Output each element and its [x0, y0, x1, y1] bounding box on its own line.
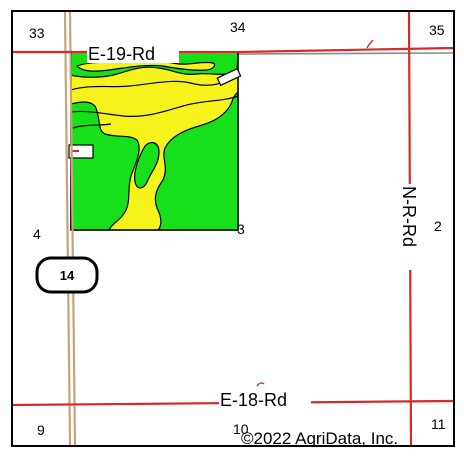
farmstead-east: [216, 67, 242, 87]
section-label-33: 33: [29, 25, 45, 41]
section-label-10: 10: [233, 421, 249, 437]
road-e-19-label: E-19-Rd: [88, 44, 155, 64]
soil-map[interactable]: E-19-Rd N-R-Rd E-18-Rd 14 33 34 35 4 3 2…: [13, 12, 453, 445]
soil-green-west-lobe: [70, 101, 140, 231]
highway-14[interactable]: [63, 12, 77, 445]
highway-14-shield[interactable]: 14: [35, 256, 99, 294]
section-label-35: 35: [429, 22, 445, 38]
highway-14-lane-east: [68, 12, 77, 445]
soil-contour-line-3: [72, 123, 112, 129]
road-e-19-east: [238, 46, 453, 54]
section-label-9: 9: [37, 422, 45, 438]
farmstead-west: [68, 144, 94, 159]
soil-contour-line-2: [70, 95, 239, 117]
soil-green-finger: [134, 142, 160, 189]
road-e-18-label-bg: [219, 389, 311, 409]
road-e-19-label-bg: [87, 45, 179, 63]
soil-contour-line-1: [70, 75, 239, 91]
highway-14-shield-body: [35, 256, 99, 294]
section-label-2: 2: [434, 218, 442, 234]
highway-14-lane-west: [63, 12, 72, 445]
road-e-19-tick: [366, 39, 374, 49]
section-label-11: 11: [431, 416, 446, 432]
road-e-18-label: E-18-Rd: [220, 390, 287, 410]
section-label-4: 4: [33, 226, 41, 242]
field-boundary[interactable]: [68, 51, 242, 231]
road-e-18-tick: [256, 382, 265, 387]
section-label-34: 34: [230, 19, 246, 35]
road-n-r-label: N-R-Rd: [399, 186, 419, 247]
soil-green-east-lobe: [154, 90, 239, 231]
highway-14-shield-label: 14: [60, 268, 75, 283]
road-e-19-grey-track: [238, 52, 453, 55]
road-n-r-label-bg: [401, 184, 419, 270]
section-label-3: 3: [237, 221, 245, 237]
copyright-text: ©2022 AgriData, Inc.: [241, 429, 398, 445]
map-frame: E-19-Rd N-R-Rd E-18-Rd 14 33 34 35 4 3 2…: [11, 10, 455, 447]
